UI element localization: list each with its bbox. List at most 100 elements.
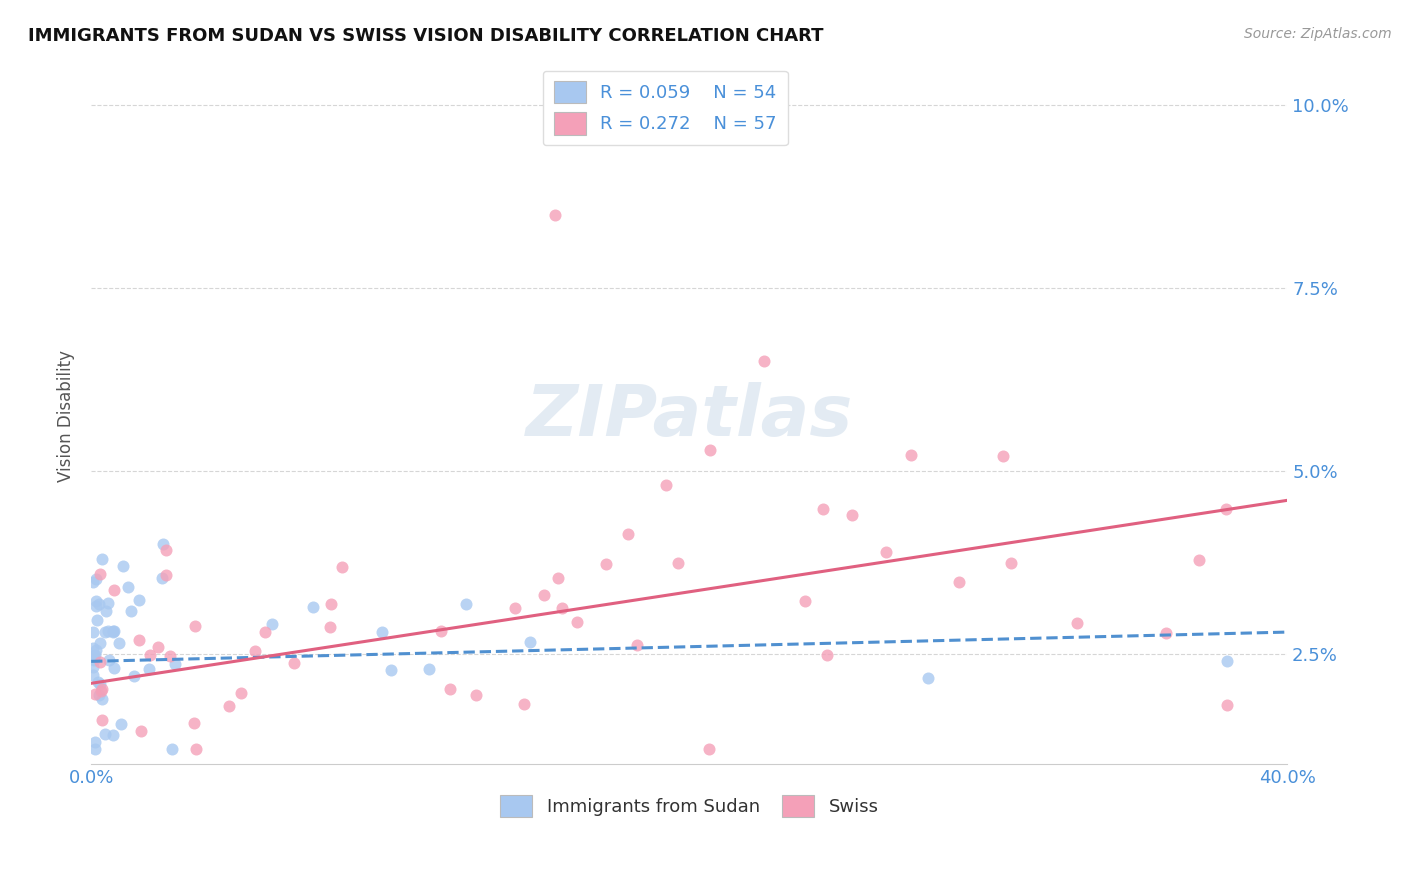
Point [87,675,110,690]
Point [139,648,162,662]
Point [128,633,150,648]
Point [519,635,541,649]
Point [900,448,922,462]
Point [454,597,477,611]
Point [1216,698,1239,713]
Point [218,698,240,713]
Point [107,636,129,650]
Point [595,557,617,571]
Point [89,566,111,581]
Point [97,596,120,610]
Point [129,723,152,738]
Point [103,582,125,597]
Point [117,580,139,594]
Point [1066,616,1088,631]
Point [811,502,834,516]
Point [120,604,142,618]
Point [152,537,174,551]
Point [1216,654,1239,668]
Point [91,682,114,697]
Point [1154,626,1177,640]
Point [159,648,181,663]
Point [96,624,118,638]
Point [101,624,124,638]
Point [184,619,207,633]
Point [948,574,970,589]
Point [90,683,112,698]
Point [160,742,183,756]
Point [86,643,108,657]
Point [89,655,111,669]
Point [82,625,104,640]
Point [503,600,526,615]
Point [97,653,120,667]
Point [815,648,838,663]
Point [103,624,125,638]
Point [86,613,108,627]
Point [91,692,114,706]
Point [616,527,638,541]
Point [82,574,104,589]
Text: ZIPatlas: ZIPatlas [526,382,853,450]
Point [253,624,276,639]
Point [565,615,588,629]
Point [513,698,536,712]
Point [111,559,134,574]
Point [91,552,114,566]
Point [84,572,107,586]
Point [330,559,353,574]
Point [163,657,186,671]
Text: IMMIGRANTS FROM SUDAN VS SWISS VISION DISABILITY CORRELATION CHART: IMMIGRANTS FROM SUDAN VS SWISS VISION DI… [28,27,824,45]
Point [1000,557,1022,571]
Point [128,593,150,607]
Point [917,671,939,685]
Point [260,617,283,632]
Text: Source: ZipAtlas.com: Source: ZipAtlas.com [1244,27,1392,41]
Point [155,543,177,558]
Point [82,668,104,682]
Point [283,656,305,670]
Point [148,640,170,654]
Point [430,624,453,638]
Point [155,568,177,582]
Point [1188,553,1211,567]
Point [439,681,461,696]
Point [89,676,111,690]
Point [150,571,173,585]
Point [464,688,486,702]
Point [371,625,394,640]
Point [841,508,863,523]
Point [83,687,105,701]
Point [243,644,266,658]
Point [418,662,440,676]
Point [122,669,145,683]
Point [103,661,125,675]
Point [84,599,107,613]
Point [793,593,815,607]
Point [89,688,111,702]
Point [302,599,325,614]
Point [89,636,111,650]
Point [626,639,648,653]
Point [547,571,569,585]
Point [138,663,160,677]
Point [83,649,105,664]
Point [101,727,124,741]
Point [380,663,402,677]
Point [94,604,117,618]
Point [543,208,565,222]
Point [655,478,678,492]
Point [875,545,897,559]
Point [1215,501,1237,516]
Point [229,686,252,700]
Point [84,735,107,749]
Point [699,442,721,457]
Point [533,588,555,602]
Point [319,597,342,611]
Point [91,714,114,728]
Point [89,597,111,611]
Point [94,727,117,741]
Point [93,625,115,640]
Point [84,594,107,608]
Legend: Immigrants from Sudan, Swiss: Immigrants from Sudan, Swiss [492,788,886,824]
